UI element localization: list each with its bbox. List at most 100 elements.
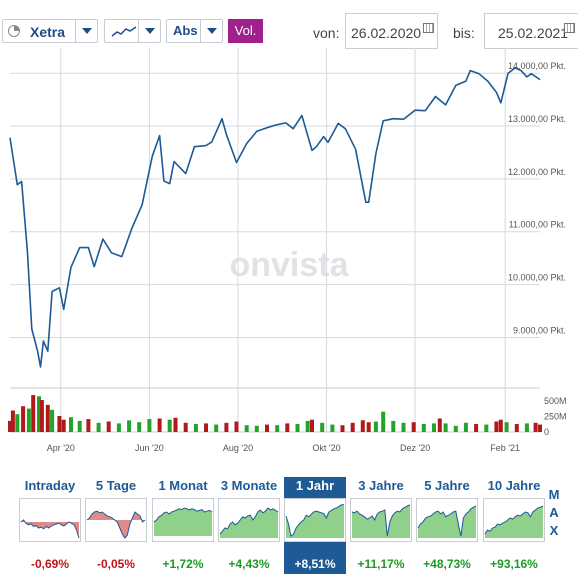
- period-tile-change: +11,17%: [357, 557, 405, 571]
- period-tile-1[interactable]: Intraday -0,69%: [19, 477, 81, 574]
- to-label: bis:: [453, 25, 475, 41]
- volume-bar: [484, 424, 489, 432]
- from-date-value: 26.02.2020: [351, 25, 422, 41]
- volume-bar: [10, 410, 15, 432]
- exchange-select[interactable]: Xetra: [2, 19, 98, 43]
- volume-bar: [204, 423, 208, 432]
- volume-bar: [285, 423, 290, 432]
- volume-bar: [463, 422, 468, 432]
- volume-bar: [214, 424, 219, 432]
- x-tick-label: Aug '20: [223, 443, 253, 453]
- volume-bar: [320, 422, 325, 432]
- chevron-down-icon[interactable]: [75, 20, 97, 42]
- period-tile-sparkline: [350, 498, 412, 542]
- calendar-icon[interactable]: [423, 23, 434, 33]
- period-tile-label: 5 Tage: [95, 478, 137, 493]
- calendar-icon[interactable]: [564, 23, 575, 33]
- x-tick-label: Okt '20: [312, 443, 340, 453]
- volume-bar: [234, 421, 239, 432]
- volume-bar: [224, 422, 229, 432]
- sparkline-area: [418, 506, 476, 538]
- volume-bar: [373, 421, 378, 432]
- period-tile-6[interactable]: 3 Jahre +11,17%: [350, 477, 412, 574]
- volume-bar: [193, 424, 198, 432]
- volume-bar: [39, 400, 44, 432]
- from-date-field[interactable]: 26.02.2020: [345, 13, 438, 49]
- period-tile-label: 10 Jahre: [487, 478, 541, 493]
- sparkline-line: [484, 505, 544, 535]
- watermark: onvista: [229, 246, 349, 284]
- volume-bar: [116, 423, 121, 432]
- period-tile-change: +8,51%: [294, 557, 336, 571]
- volume-toggle-button[interactable]: Vol.: [228, 19, 263, 43]
- exchange-label: Xetra: [30, 24, 66, 40]
- volume-bar: [310, 419, 314, 432]
- volume-bar: [183, 422, 188, 432]
- volume-bar: [494, 421, 499, 432]
- volume-bar: [366, 422, 371, 432]
- volume-bar: [21, 406, 26, 432]
- period-tile-change: -0,05%: [96, 557, 136, 571]
- volume-bar: [391, 420, 396, 432]
- max-label: MAX: [548, 487, 560, 538]
- y-tick-label: 10.000,00 Pkt.: [508, 273, 566, 283]
- volume-bar: [244, 425, 249, 432]
- to-date-field[interactable]: 25.02.2021: [484, 13, 578, 49]
- period-tile-label: Intraday: [24, 478, 76, 493]
- volume-bar: [340, 425, 345, 432]
- volume-bar: [504, 422, 509, 432]
- volume-bar: [173, 417, 178, 432]
- sparkline-area: [286, 504, 344, 538]
- y-tick-label: 14.000,00 Pkt.: [508, 61, 566, 71]
- chart-type-select[interactable]: [104, 19, 161, 43]
- scale-select[interactable]: Abs: [166, 19, 223, 43]
- period-tile-sparkline: [152, 498, 214, 542]
- volume-bar: [8, 420, 12, 432]
- volume-bar: [330, 424, 335, 432]
- to-date-value: 25.02.2021: [498, 25, 569, 41]
- price-series-line: [9, 67, 541, 368]
- sparkline-area: [154, 508, 212, 536]
- period-tile-label: 1 Jahr: [295, 478, 335, 493]
- volume-tick-label: 0: [544, 427, 549, 437]
- volume-bar: [443, 423, 448, 432]
- period-tile-5[interactable]: 1 Jahr +8,51%: [284, 477, 346, 574]
- exchange-icon: [8, 25, 20, 37]
- volume-bar: [45, 404, 50, 432]
- period-tile-8[interactable]: 10 Jahre +93,16%: [483, 477, 545, 574]
- volume-bar: [453, 425, 458, 432]
- volume-bar: [275, 425, 280, 432]
- volume-bar: [381, 411, 386, 432]
- sparkline-line: [20, 519, 80, 539]
- volume-bar: [254, 425, 259, 432]
- period-tile-label: 3 Monate: [220, 478, 278, 493]
- period-tile-label: 5 Jahre: [424, 478, 470, 493]
- period-tile-sparkline: [218, 498, 280, 542]
- line-chart-icon: [111, 26, 137, 37]
- max-period-button[interactable]: MAX: [546, 486, 562, 540]
- volume-bar: [167, 419, 172, 432]
- sparkline-area: [352, 504, 410, 538]
- period-tile-7[interactable]: 5 Jahre +48,73%: [416, 477, 478, 574]
- y-tick-label: 11.000,00 Pkt.: [509, 220, 566, 230]
- volume-bar: [360, 420, 365, 432]
- sparkline-area: [21, 520, 79, 538]
- volume-bar: [127, 420, 132, 432]
- volume-bar: [437, 418, 442, 432]
- period-tile-3[interactable]: 1 Monat +1,72%: [152, 477, 214, 574]
- volume-bar: [305, 420, 310, 432]
- period-tile-4[interactable]: 3 Monate +4,43%: [218, 477, 280, 574]
- volume-bar: [15, 414, 20, 432]
- volume-tick-label: 250M: [544, 412, 567, 422]
- volume-bar: [533, 422, 538, 432]
- period-tile-change: +1,72%: [162, 557, 204, 571]
- price-chart[interactable]: onvista Apr '20 Jun '20 Aug '20 Okt '20 Dez …: [0, 0, 578, 460]
- volume-bar: [432, 423, 436, 432]
- chevron-down-icon[interactable]: [200, 20, 222, 42]
- volume-bar: [421, 424, 426, 432]
- chevron-down-icon[interactable]: [138, 20, 160, 42]
- sparkline-line: [153, 507, 213, 523]
- period-tile-label: 1 Monat: [158, 478, 208, 493]
- period-tile-2[interactable]: 5 Tage -0,05%: [85, 477, 147, 574]
- period-tile-change: +4,43%: [228, 557, 270, 571]
